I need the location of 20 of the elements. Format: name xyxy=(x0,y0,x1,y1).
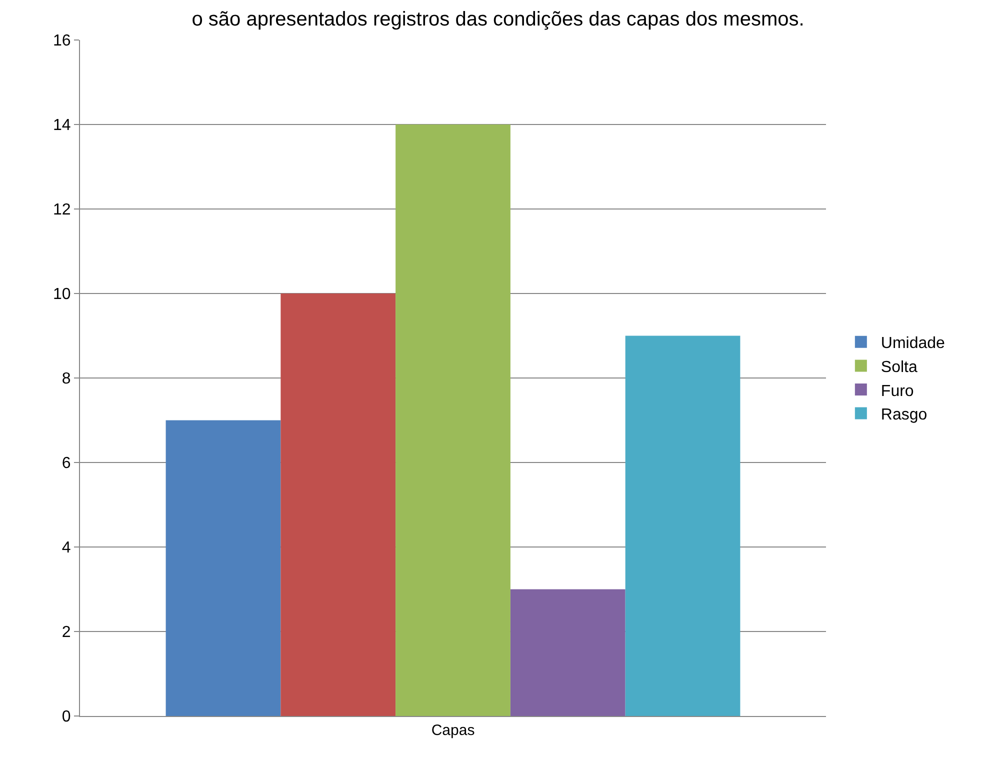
bar xyxy=(625,336,740,716)
y-tick-label: 14 xyxy=(53,117,71,134)
bar xyxy=(166,420,281,716)
bar xyxy=(280,294,396,716)
bar xyxy=(510,589,626,716)
y-tick-label: 10 xyxy=(53,286,71,304)
legend-label: Rasgo xyxy=(880,406,928,424)
y-tick-label: 6 xyxy=(62,455,71,472)
y-tick-label: 2 xyxy=(62,624,71,642)
y-tick-label: 0 xyxy=(62,708,71,726)
bar xyxy=(396,124,510,716)
y-tick-label: 16 xyxy=(53,32,71,50)
legend-label: Furo xyxy=(880,382,914,400)
chart-title: o são apresentados registros das condições das capas dos mesmos. xyxy=(192,8,804,31)
legend-label: Solta xyxy=(880,358,918,376)
x-tick-label: Capas xyxy=(431,722,475,739)
y-tick-label: 8 xyxy=(62,370,71,388)
y-tick-label: 12 xyxy=(53,202,71,219)
y-tick-label: 4 xyxy=(62,540,71,557)
legend-label: Umidade xyxy=(880,335,946,352)
